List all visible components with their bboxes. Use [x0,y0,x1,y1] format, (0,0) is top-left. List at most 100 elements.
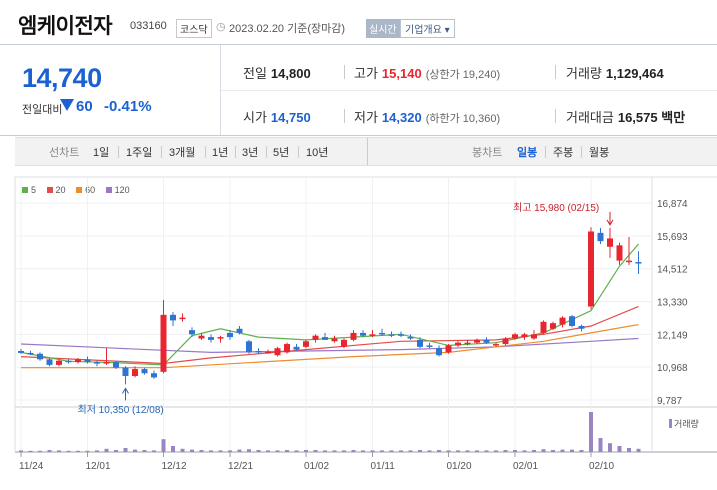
volume-bar [522,450,527,452]
volume-bar [114,450,118,452]
candle-body [141,369,148,374]
volume-bar [218,450,223,452]
divider [581,146,582,158]
volume-bar [608,443,612,452]
period-5y[interactable]: 5년 [273,147,290,159]
candle-body [151,373,157,378]
divider [161,146,162,158]
candle-body [635,262,642,264]
candle-body [94,362,100,364]
volume-bar [560,449,565,452]
candle-weekly[interactable]: 주봉 [553,147,574,159]
volume-bar [370,450,375,452]
volume-bar [294,450,299,452]
quote-panel: 14,740 전일대비 60 -0.41% 전일 14,800 고가 15,140(… [0,44,717,136]
ma20-line [20,305,639,365]
open-value: 14,750 [270,110,311,125]
realtime-button[interactable]: 실시간 [366,19,400,38]
volume-bar [484,450,489,452]
price-change: 전일대비 60 -0.41% [22,98,152,117]
x-tick-label: 11/24 [19,461,44,472]
candle-body [379,332,385,335]
candle-monthly[interactable]: 월봉 [589,147,610,159]
candle-body [626,260,632,263]
period-1d[interactable]: 1일 [93,147,110,159]
basis-text: 기준(장마감) [287,23,346,35]
chevron-down-icon: ▾ [441,25,450,36]
volume-bar [66,450,71,452]
candle-daily[interactable]: 일봉 [517,147,538,159]
candle-body [198,335,205,339]
period-10y[interactable]: 10년 [306,147,329,159]
x-tick-label: 12/12 [162,461,187,472]
open-price: 시가 14,750 [243,107,311,126]
change-label: 전일대비 [22,104,63,116]
volume-bar [104,448,109,452]
y-tick-label: 13,330 [657,298,688,309]
candle-body [322,337,328,340]
divider [555,109,556,123]
y-tick-label: 16,874 [657,199,688,210]
trade-value-amount: 16,575 [617,110,658,125]
candle-body [284,344,290,353]
volume-bar [437,450,441,452]
x-tick-label: 12/21 [228,461,253,472]
candle-body [369,334,376,336]
candle-body [236,328,243,333]
candle-body [436,348,442,356]
divider [344,65,345,79]
period-3y[interactable]: 3년 [242,147,259,159]
divider [118,146,119,158]
stock-code: 033160 [130,20,167,32]
low-annotation: 최저 10,350 (12/08) [77,405,164,417]
x-tick-label: 12/01 [86,461,111,472]
volume-bar [19,450,23,452]
candle-body [56,360,62,365]
candle-body [607,238,613,247]
volume-bar [275,450,280,452]
volume-bar [57,450,61,452]
volume-bar [180,448,185,452]
divider [235,146,236,158]
candle-body [255,350,262,353]
candle-body [569,316,575,326]
market-badge: 코스닥 [176,19,212,38]
candle-chart-label: 봉차트 [472,147,503,159]
volume-bar [95,450,99,452]
candle-body [550,323,556,329]
y-tick-label: 10,968 [657,363,688,374]
candle-body [483,339,490,343]
open-label: 시가 [243,110,267,125]
candle-body [474,339,480,343]
legend-ma120: 120 [104,185,130,195]
candle-body [407,337,414,339]
candle-body [588,231,594,307]
high-price: 고가 15,140 (상한가 19,240) [354,66,501,81]
candle-body [578,325,585,329]
candle-body [445,345,452,353]
divider [205,146,206,158]
ma120-line [20,337,639,354]
period-1w[interactable]: 1주일 [126,147,153,159]
period-1y[interactable]: 1년 [212,147,229,159]
volume-bar [446,450,451,452]
volume-bar [304,450,308,452]
prev-close: 전일 14,800 [243,63,311,82]
x-tick-label: 01/02 [304,461,329,472]
x-tick-label: 01/20 [447,461,472,472]
volume-value: 1,129,464 [605,66,664,81]
volume-bar [76,450,80,452]
company-info-dropdown[interactable]: 기업개요 ▾ [400,19,455,38]
candle-body [265,351,271,354]
clock-icon: ◷ [216,21,226,33]
current-price: 14,740 [22,63,102,93]
period-3m[interactable]: 3개월 [169,147,196,159]
change-amount: 60 [76,98,93,115]
high-value: 15,140 [381,66,422,81]
volume-bar [399,450,403,452]
candle-body [559,317,566,325]
volume-bar [190,449,194,452]
candle-body [65,360,72,363]
stock-header: 엠케이전자 033160 코스닥 ◷ 2023.02.20 기준(장마감) 실시… [0,0,717,40]
